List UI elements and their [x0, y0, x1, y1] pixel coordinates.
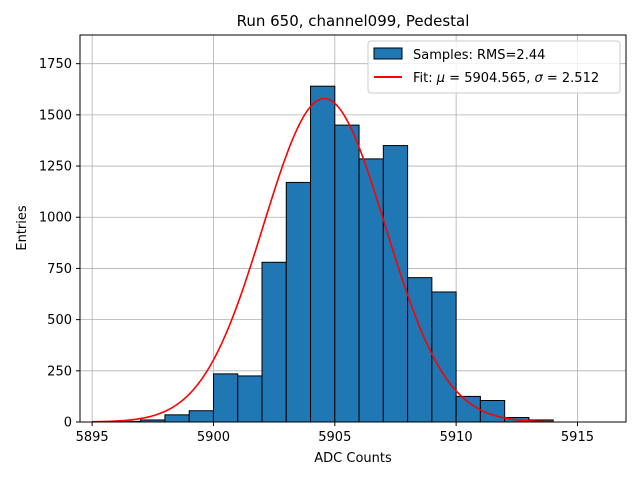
y-tick-label: 1750 [39, 57, 72, 72]
histogram-bar [407, 277, 433, 423]
legend-box [367, 40, 621, 94]
histogram-bar [358, 158, 384, 423]
x-axis-label: ADC Counts [314, 451, 392, 466]
histogram-bar [237, 375, 263, 423]
histogram-bar [261, 261, 287, 423]
histogram-bar [212, 373, 239, 423]
y-tick-label: 250 [47, 364, 72, 379]
legend-fit-label: Fit: μ = 5904.565, σ = 2.512 [413, 71, 599, 86]
y-axis-label: Entries [15, 205, 30, 251]
y-tick-label: 500 [47, 313, 72, 328]
x-tick-label: 5915 [561, 430, 594, 445]
y-tick-label: 1250 [39, 160, 72, 175]
fit-curve [92, 97, 554, 423]
legend: Samples: RMS=2.44 Fit: μ = 5904.565, σ =… [367, 40, 621, 94]
histogram-bar [310, 85, 336, 423]
axes-frame [79, 34, 627, 423]
x-tick-label: 5900 [197, 430, 230, 445]
y-tick-label: 0 [64, 416, 72, 431]
y-tick-label: 1000 [39, 211, 72, 226]
histogram-bar [285, 181, 312, 423]
x-tick-label: 5895 [76, 430, 109, 445]
y-axis-ticks: 0 250 500 750 1000 1250 1500 1750 [39, 57, 80, 431]
chart-title: Run 650, channel099, Pedestal [237, 12, 470, 30]
legend-samples-label: Samples: RMS=2.44 [413, 48, 545, 63]
histogram-bars [115, 85, 554, 423]
histogram-bar [334, 124, 360, 423]
x-tick-label: 5910 [440, 430, 473, 445]
legend-samples-swatch [373, 47, 403, 60]
y-tick-label: 750 [47, 262, 72, 277]
histogram-bar [164, 414, 190, 423]
histogram-bar [455, 395, 481, 423]
y-tick-label: 1500 [39, 108, 72, 123]
x-axis-ticks: 5895 5900 5905 5910 5915 [76, 422, 594, 445]
histogram-bar [188, 410, 214, 423]
x-tick-label: 5905 [318, 430, 351, 445]
histogram-bar [431, 291, 457, 423]
